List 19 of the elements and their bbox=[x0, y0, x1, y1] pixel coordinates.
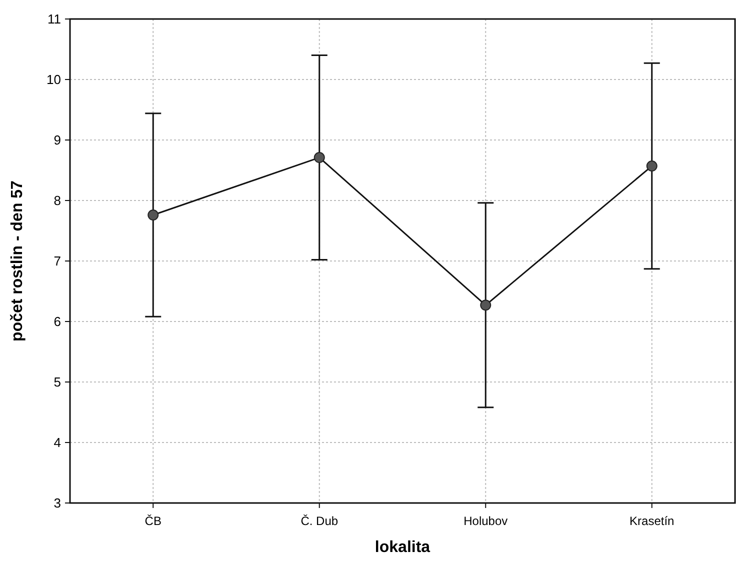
point bbox=[480, 300, 492, 311]
x-axis-title: lokalita bbox=[374, 539, 430, 556]
x-tick-label: Holubov bbox=[464, 514, 508, 528]
y-tick-label: 4 bbox=[54, 435, 61, 450]
y-tick-label: 6 bbox=[54, 314, 61, 330]
y-tick-label: 9 bbox=[54, 132, 61, 148]
point bbox=[314, 152, 325, 164]
y-tick-label: 8 bbox=[54, 193, 61, 208]
x-tick-label: Krasetín bbox=[630, 514, 674, 528]
y-tick-label: 3 bbox=[54, 496, 61, 511]
x-tick-label: ČB bbox=[144, 514, 162, 528]
y-axis-title: počet rostlin - den 57 bbox=[9, 180, 26, 342]
y-tick-label: 7 bbox=[54, 254, 61, 269]
y-tick-label: 11 bbox=[48, 12, 61, 27]
x-tick-label: Č. Dub bbox=[300, 514, 338, 528]
y-tick-label: 5 bbox=[54, 374, 61, 390]
y-tick-label: 10 bbox=[46, 72, 61, 88]
point bbox=[148, 210, 159, 221]
point bbox=[646, 160, 658, 172]
